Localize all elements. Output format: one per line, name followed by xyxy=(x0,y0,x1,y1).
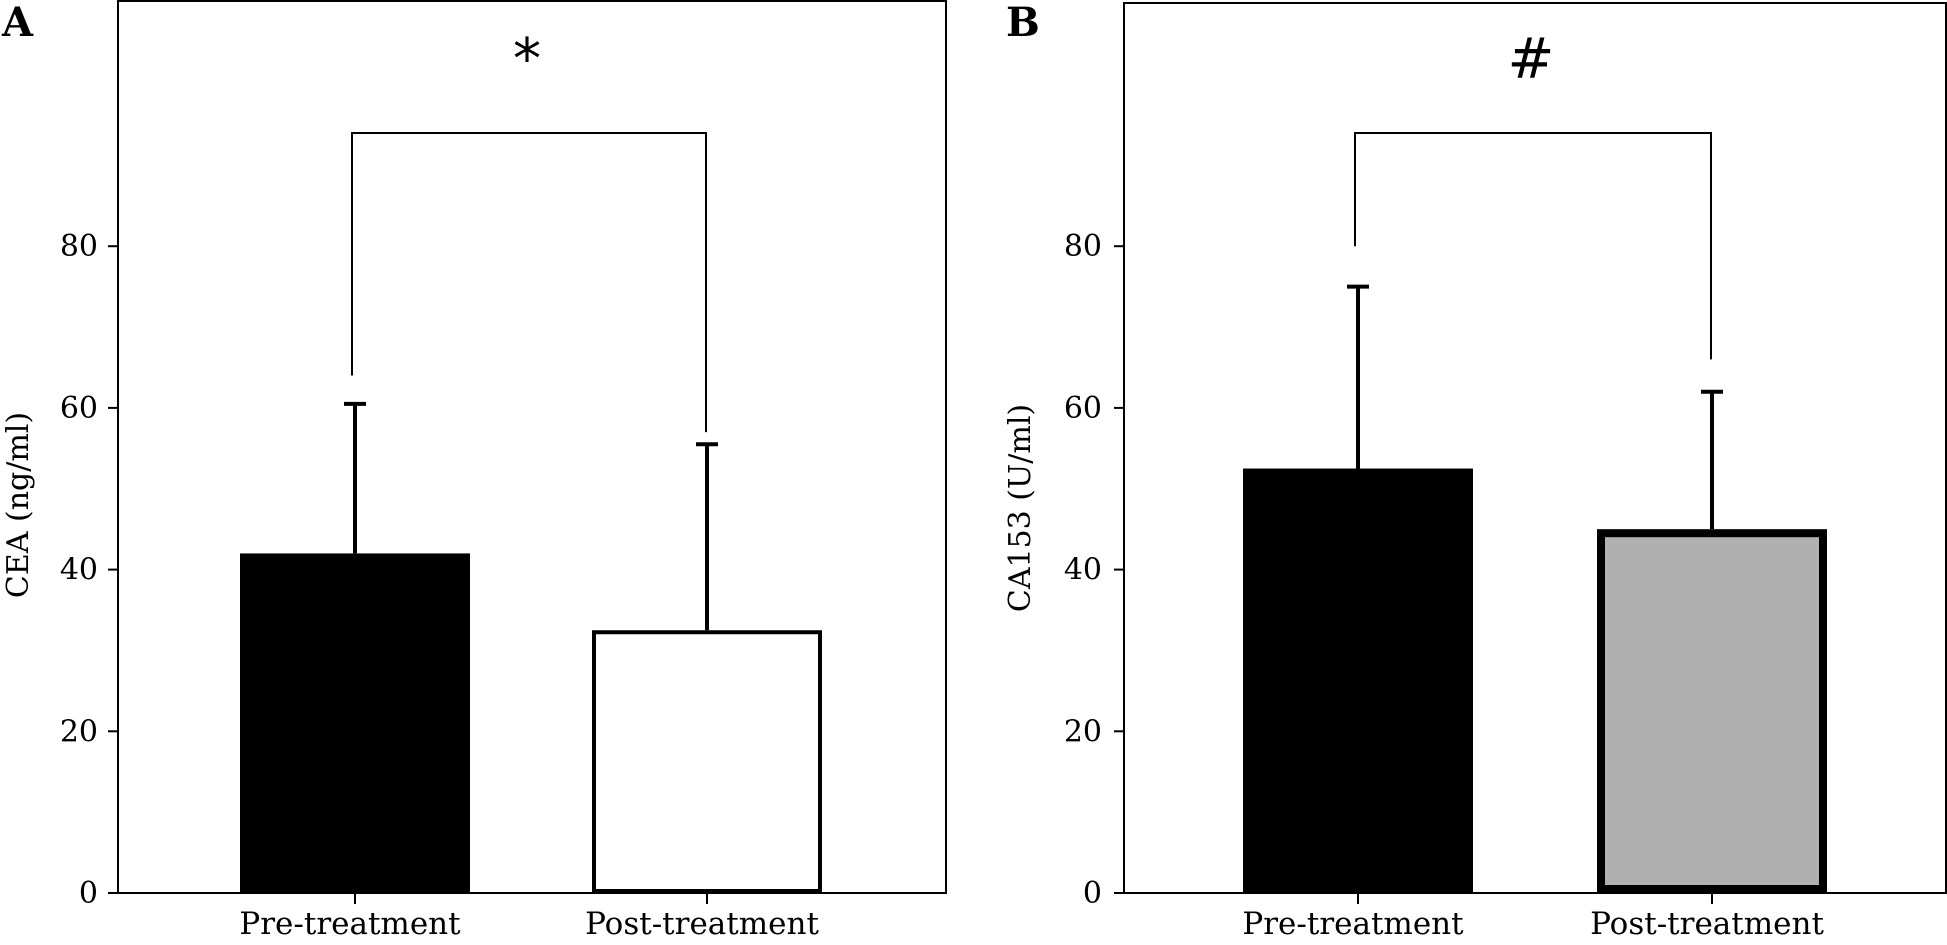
panel-b-x-tick-label: Pre-treatment xyxy=(1242,906,1464,942)
panel-a-panel-letter: A xyxy=(1,0,34,46)
panel-a-chart: A 0 20 40 60 80 CEA (ng/ml) Pre-treatment Post-t… xyxy=(1,0,947,942)
panel-a-y-tick-label: 40 xyxy=(60,553,98,588)
panel-b-y-tick-label: 0 xyxy=(1083,876,1102,911)
panel-a-significance-bracket xyxy=(351,132,707,433)
panel-a-significance-mark: * xyxy=(513,27,541,92)
panel-b-plot-frame xyxy=(1123,2,1947,894)
panel-b-panel-letter: B xyxy=(1006,0,1040,46)
panel-a-y-axis-label: CEA (ng/ml) xyxy=(1,412,36,598)
panel-b-chart: B 0 20 40 60 80 CA153 (U/ml) Pre-treatment Post-… xyxy=(1003,0,1947,942)
panel-b-significance-mark: # xyxy=(1508,27,1555,92)
panel-b-significance-bracket xyxy=(1354,132,1712,360)
panel-a-y-tick-label: 80 xyxy=(60,229,98,264)
panel-a-y-tick-label: 0 xyxy=(79,876,98,911)
panel-a-bar-post-treatment xyxy=(592,630,822,893)
panel-a-bar-pre-treatment xyxy=(240,553,470,893)
panel-b-x-tick-label: Post-treatment xyxy=(1590,906,1824,942)
panel-a-y-tick-label: 20 xyxy=(60,714,98,749)
panel-b-y-tick-label: 80 xyxy=(1064,229,1102,264)
panel-b-bar-post-treatment xyxy=(1597,529,1827,893)
panel-a-x-tick-label: Pre-treatment xyxy=(239,906,461,942)
panel-b-y-tick-label: 60 xyxy=(1064,391,1102,426)
panel-b-y-axis-label: CA153 (U/ml) xyxy=(1003,404,1038,612)
panel-a-x-tick-label: Post-treatment xyxy=(585,906,819,942)
panel-a-y-tick-label: 60 xyxy=(60,391,98,426)
panel-a-plot-frame xyxy=(117,0,947,894)
panel-b-y-tick-label: 40 xyxy=(1064,553,1102,588)
panel-b-bar-pre-treatment xyxy=(1243,468,1473,893)
panel-b-y-tick-label: 20 xyxy=(1064,714,1102,749)
